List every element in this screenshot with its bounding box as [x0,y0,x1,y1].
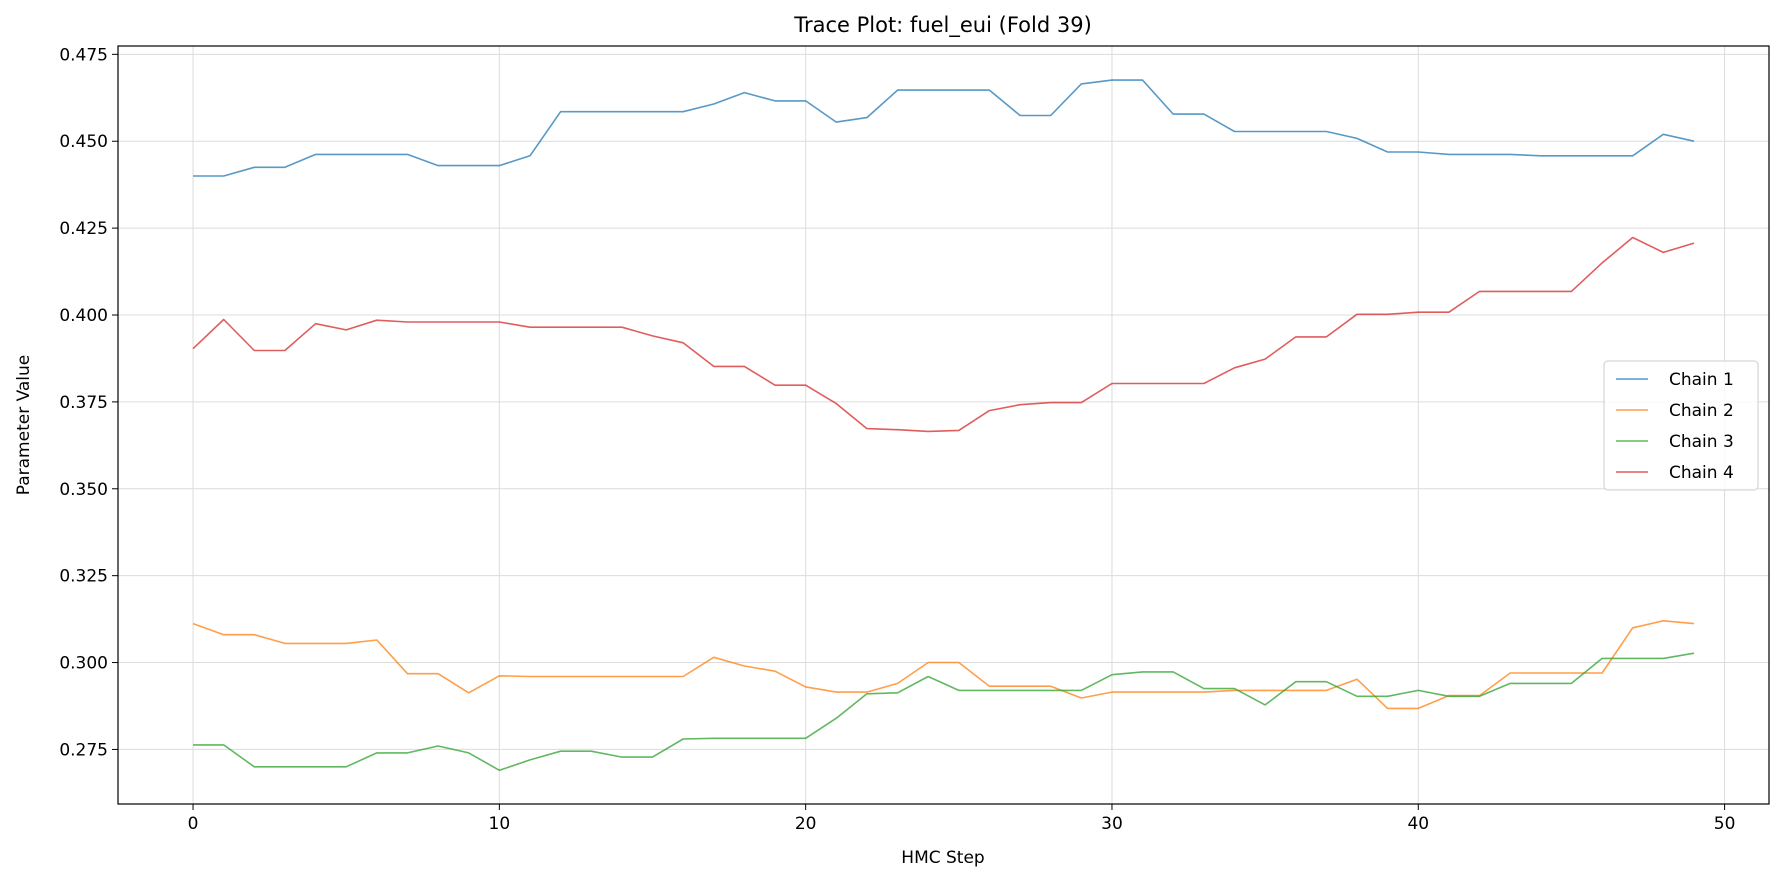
legend-label: Chain 4 [1669,463,1734,483]
series-lines [192,79,1695,772]
y-axis-label: Parameter Value [14,355,34,496]
y-tick-label: 0.475 [59,45,108,65]
y-tick-label: 0.325 [59,567,108,587]
legend-label: Chain 3 [1669,432,1734,452]
series-line-chain-1 [193,79,1695,177]
x-tick-label: 10 [489,814,511,834]
y-tick-label: 0.300 [59,654,108,674]
plot-area-frame [117,45,1770,805]
y-axis-ticks: 0.275 0.300 0.325 0.350 0.375 0.400 0.425 0.450… [59,45,118,760]
series-line-chain-2 [192,619,1695,710]
x-tick-label: 30 [1101,814,1123,834]
x-tick-label: 40 [1407,814,1429,834]
x-axis-ticks: 0 10 20 30 40 50 [188,804,1736,834]
legend-label: Chain 2 [1669,401,1734,421]
y-tick-label: 0.275 [59,740,108,760]
legend-label: Chain 1 [1669,370,1734,390]
x-axis-label: HMC Step [901,848,984,868]
series-line-chain-3 [193,652,1695,772]
x-tick-label: 50 [1714,814,1736,834]
series-line-chain-4 [192,236,1695,433]
chart-title: Trace Plot: fuel_eui (Fold 39) [793,13,1092,38]
grid-lines [118,46,1769,804]
legend: Chain 1 Chain 2 Chain 3 Chain 4 [1603,360,1759,491]
y-tick-label: 0.375 [59,393,108,413]
x-tick-label: 20 [795,814,817,834]
y-tick-label: 0.350 [59,480,108,500]
x-tick-label: 0 [188,814,199,834]
y-tick-label: 0.400 [59,306,108,326]
y-tick-label: 0.425 [59,219,108,239]
legend-box [1603,360,1759,491]
y-tick-label: 0.450 [59,132,108,152]
